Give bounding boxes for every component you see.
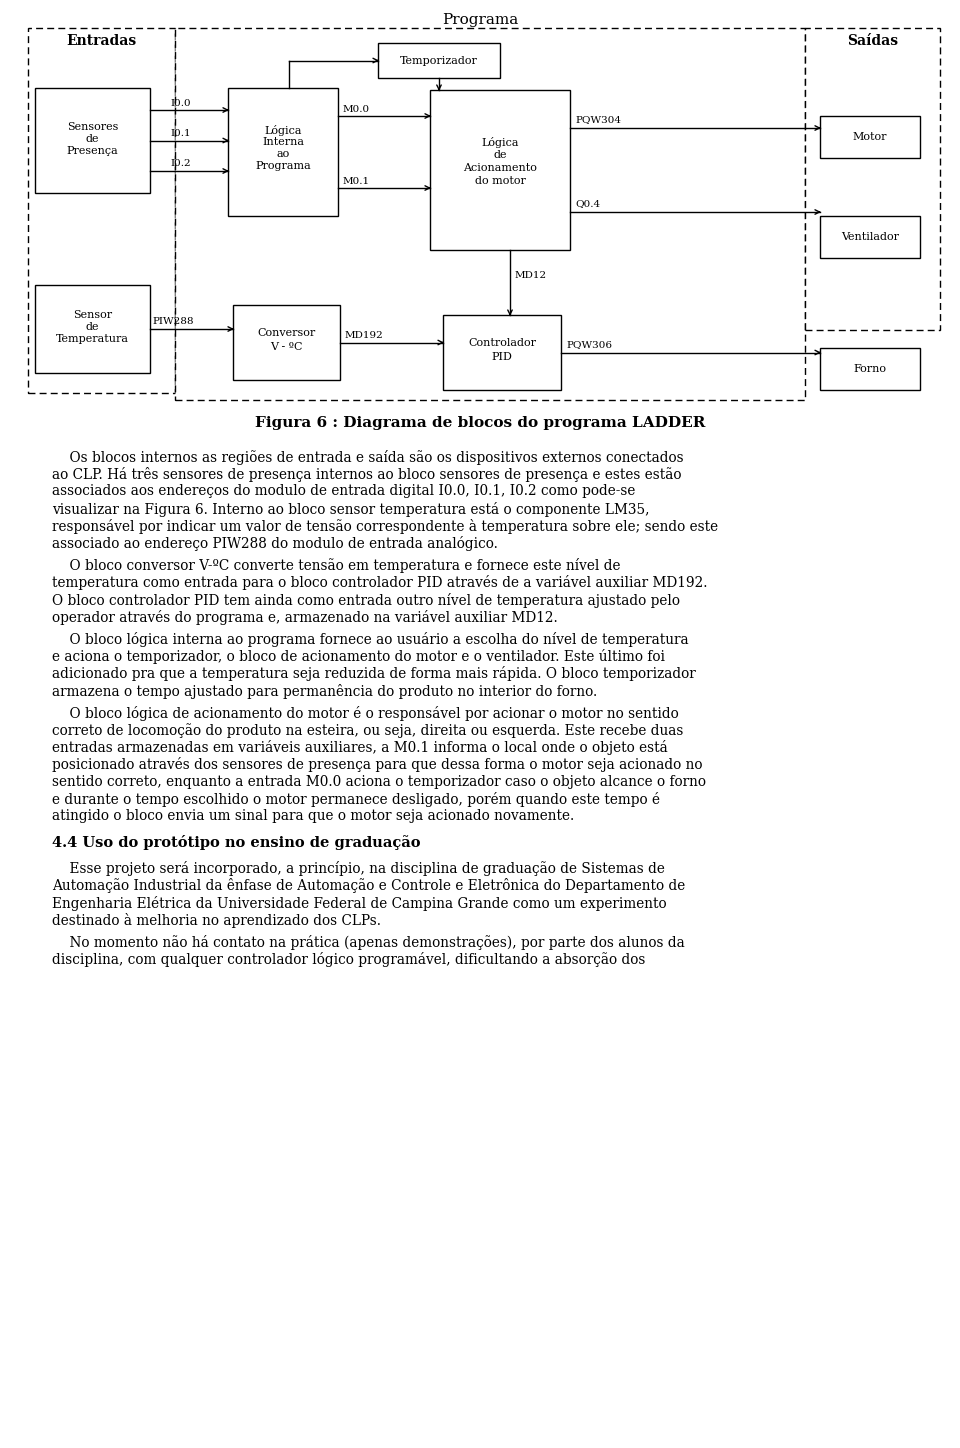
Text: Temperatura: Temperatura [56,334,129,345]
FancyBboxPatch shape [378,43,500,78]
FancyBboxPatch shape [35,285,150,374]
Text: No momento não há contato na prática (apenas demonstrações), por parte dos aluno: No momento não há contato na prática (ap… [52,935,684,950]
FancyBboxPatch shape [820,216,920,258]
Text: 4.4 Uso do protótipo no ensino de graduação: 4.4 Uso do protótipo no ensino de gradua… [52,835,420,850]
Text: de: de [85,321,99,332]
Text: responsável por indicar um valor de tensão correspondente à temperatura sobre el: responsável por indicar um valor de tens… [52,518,718,534]
Text: Controlador: Controlador [468,339,536,349]
Text: PIW288: PIW288 [152,317,194,326]
Text: associados aos endereços do modulo de entrada digital I0.0, I0.1, I0.2 como pode: associados aos endereços do modulo de en… [52,485,636,498]
Text: Saídas: Saídas [847,33,898,48]
Text: I0.0: I0.0 [170,98,191,107]
Text: atingido o bloco envia um sinal para que o motor seja acionado novamente.: atingido o bloco envia um sinal para que… [52,809,574,822]
Text: Esse projeto será incorporado, a princípio, na disciplina de graduação de Sistem: Esse projeto será incorporado, a princíp… [52,862,665,876]
Text: adicionado pra que a temperatura seja reduzida de forma mais rápida. O bloco tem: adicionado pra que a temperatura seja re… [52,666,696,682]
Text: O bloco lógica interna ao programa fornece ao usuário a escolha do nível de temp: O bloco lógica interna ao programa forne… [52,631,688,647]
Text: Automação Industrial da ênfase de Automação e Controle e Eletrônica do Departame: Automação Industrial da ênfase de Automa… [52,879,685,893]
Text: Entradas: Entradas [66,33,136,48]
Text: Motor: Motor [852,132,887,142]
Text: Figura 6 : Diagrama de blocos do programa LADDER: Figura 6 : Diagrama de blocos do program… [254,416,706,430]
Text: entradas armazenadas em variáveis auxiliares, a M0.1 informa o local onde o obje: entradas armazenadas em variáveis auxili… [52,740,668,756]
Text: V - ºC: V - ºC [271,343,302,352]
FancyBboxPatch shape [820,116,920,158]
Text: MD12: MD12 [515,271,547,279]
Text: associado ao endereço PIW288 do modulo de entrada analógico.: associado ao endereço PIW288 do modulo d… [52,536,498,552]
Text: O bloco lógica de acionamento do motor é o responsável por acionar o motor no se: O bloco lógica de acionamento do motor é… [52,705,679,721]
Text: sentido correto, enquanto a entrada M0.0 aciona o temporizador caso o objeto alc: sentido correto, enquanto a entrada M0.0… [52,775,706,789]
Text: PQW304: PQW304 [575,116,621,125]
FancyBboxPatch shape [175,28,805,400]
Text: Os blocos internos as regiões de entrada e saída são os dispositivos externos co: Os blocos internos as regiões de entrada… [52,450,684,465]
Text: ao: ao [276,149,290,159]
Text: ao CLP. Há três sensores de presença internos ao bloco sensores de presença e es: ao CLP. Há três sensores de presença int… [52,468,682,482]
Text: posicionado através dos sensores de presença para que dessa forma o motor seja a: posicionado através dos sensores de pres… [52,757,703,772]
Text: e aciona o temporizador, o bloco de acionamento do motor e o ventilador. Este úl: e aciona o temporizador, o bloco de acio… [52,649,665,665]
Text: I0.2: I0.2 [170,159,191,168]
Text: Temporizador: Temporizador [400,55,478,65]
Text: Forno: Forno [853,363,886,374]
FancyBboxPatch shape [443,316,561,390]
Text: Lógica: Lógica [264,125,301,136]
Text: PID: PID [492,352,513,362]
FancyBboxPatch shape [233,306,340,379]
Text: visualizar na Figura 6. Interno ao bloco sensor temperatura está o componente LM: visualizar na Figura 6. Interno ao bloco… [52,501,650,517]
Text: destinado à melhoria no aprendizado dos CLPs.: destinado à melhoria no aprendizado dos … [52,912,381,928]
Text: O bloco conversor V-ºC converte tensão em temperatura e fornece este nível de: O bloco conversor V-ºC converte tensão e… [52,557,620,573]
FancyBboxPatch shape [35,88,150,193]
Text: Presença: Presença [66,145,118,155]
Text: O bloco controlador PID tem ainda como entrada outro nível de temperatura ajusta: O bloco controlador PID tem ainda como e… [52,592,680,608]
Text: Lógica: Lógica [481,136,518,148]
Text: Programa: Programa [255,161,311,171]
Text: Interna: Interna [262,138,304,148]
Text: Ventilador: Ventilador [841,232,899,242]
Text: PQW306: PQW306 [566,340,612,349]
Text: Q0.4: Q0.4 [575,200,600,209]
Text: M0.1: M0.1 [343,177,371,185]
Text: temperatura como entrada para o bloco controlador PID através de a variável auxi: temperatura como entrada para o bloco co… [52,575,708,591]
Text: Programa: Programa [442,13,518,28]
Text: do motor: do motor [474,177,525,185]
Text: MD192: MD192 [345,332,384,340]
Text: I0.1: I0.1 [170,129,191,138]
Text: Sensor: Sensor [73,310,112,320]
Text: Acionamento: Acionamento [463,164,537,172]
Text: armazena o tempo ajustado para permanência do produto no interior do forno.: armazena o tempo ajustado para permanênc… [52,683,597,698]
FancyBboxPatch shape [430,90,570,251]
FancyBboxPatch shape [820,348,920,390]
Text: operador através do programa e, armazenado na variável auxiliar MD12.: operador através do programa e, armazena… [52,610,558,624]
FancyBboxPatch shape [28,28,175,392]
Text: Sensores: Sensores [67,122,118,132]
FancyBboxPatch shape [805,28,940,330]
Text: de: de [493,151,507,159]
Text: correto de locomoção do produto na esteira, ou seja, direita ou esquerda. Este r: correto de locomoção do produto na estei… [52,723,684,738]
Text: disciplina, com qualquer controlador lógico programável, dificultando a absorção: disciplina, com qualquer controlador lóg… [52,953,645,967]
Text: Conversor: Conversor [257,329,316,339]
Text: e durante o tempo escolhido o motor permanece desligado, porém quando este tempo: e durante o tempo escolhido o motor perm… [52,792,660,807]
Text: de: de [85,133,99,143]
FancyBboxPatch shape [228,88,338,216]
Text: M0.0: M0.0 [343,104,371,113]
Text: Engenharia Elétrica da Universidade Federal de Campina Grande como um experiment: Engenharia Elétrica da Universidade Fede… [52,896,666,911]
